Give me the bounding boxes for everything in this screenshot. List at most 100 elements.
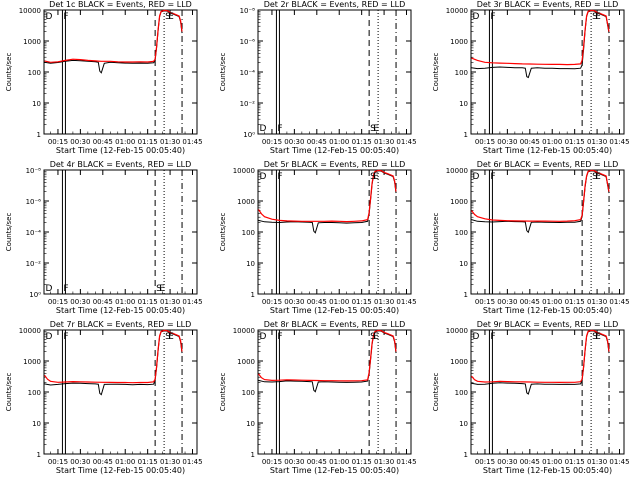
x-axis-label: Start Time (12-Feb-15 00:05:40) [56, 306, 185, 315]
x-tick-label: 01:45 [609, 138, 629, 146]
x-tick-label: 00:30 [284, 298, 304, 306]
x-tick-label: 01:00 [329, 138, 349, 146]
series-line [471, 329, 610, 384]
panel-3: Det 3r BLACK = Events, RED = LLD 1 10 100 10… [432, 0, 630, 155]
plot-frame [257, 169, 412, 295]
x-tick-label: 01:15 [138, 298, 158, 306]
y-tick-label: 1 [251, 451, 255, 459]
y-tick-label: 1 [37, 451, 41, 459]
marker-label: F [490, 172, 495, 182]
x-tick-label: 00:45 [307, 458, 327, 466]
series-line [258, 329, 397, 382]
y-tick-label: 1 [251, 291, 255, 299]
x-tick-label: 00:15 [475, 138, 495, 146]
y-tick-label: 1000 [237, 358, 255, 366]
y-tick-label: 10⁻⁴ [26, 229, 42, 237]
x-tick-label: 01:15 [565, 298, 585, 306]
marker-label: E [159, 284, 165, 294]
y-axis-label: Counts/sec [5, 213, 13, 252]
x-tick-label: 01:00 [329, 458, 349, 466]
x-axis-label: Start Time (12-Feb-15 00:05:40) [270, 146, 399, 155]
chart-title: Det 6r BLACK = Events, RED = LLD [477, 160, 619, 169]
panel-7: Det 7r BLACK = Events, RED = LLD 1 10 100 10… [5, 320, 203, 475]
x-tick-label: 01:30 [160, 298, 180, 306]
x-tick-label: 00:45 [93, 298, 113, 306]
series-line [471, 169, 610, 222]
x-tick-label: 01:45 [396, 458, 416, 466]
y-axis-label: Counts/sec [219, 53, 227, 92]
y-axis-label: Counts/sec [5, 53, 13, 92]
series-line [44, 9, 183, 63]
x-tick-label: 00:30 [497, 298, 517, 306]
chart-title: Det 7r BLACK = Events, RED = LLD [50, 320, 192, 329]
y-tick-label: 10000 [233, 167, 255, 175]
x-tick-label: 00:15 [262, 298, 282, 306]
series-line [258, 169, 397, 223]
marker-label: S [156, 284, 162, 294]
x-tick-label: 01:15 [565, 138, 585, 146]
chart-title: Det 4r BLACK = Events, RED = LLD [50, 160, 192, 169]
marker-label: D [472, 12, 479, 22]
plot-frame [43, 9, 198, 135]
x-tick-label: 01:15 [138, 458, 158, 466]
y-tick-label: 100 [28, 69, 41, 77]
x-tick-label: 01:15 [138, 138, 158, 146]
marker-label: E [373, 172, 379, 182]
x-tick-label: 01:00 [115, 458, 135, 466]
x-tick-label: 01:30 [160, 138, 180, 146]
chart-title: Det 1c BLACK = Events, RED = LLD [49, 0, 192, 9]
marker-label: E [373, 332, 379, 342]
x-tick-label: 01:00 [115, 298, 135, 306]
y-axis-label: Counts/sec [432, 213, 440, 252]
plot-frame [470, 169, 625, 295]
y-tick-label: 10 [32, 420, 41, 428]
y-tick-label: 10 [32, 100, 41, 108]
y-tick-label: 1000 [450, 358, 468, 366]
x-tick-label: 00:15 [48, 298, 68, 306]
x-tick-label: 01:45 [182, 298, 202, 306]
marker-label: E [168, 12, 174, 22]
y-tick-label: 10⁻⁶ [240, 38, 256, 46]
chart-title: Det 2r BLACK = Events, RED = LLD [264, 0, 406, 9]
marker-label: E [595, 332, 601, 342]
y-tick-label: 10 [246, 260, 255, 268]
marker-label: D [259, 124, 266, 134]
y-tick-label: 10⁻⁸ [240, 7, 256, 15]
x-tick-label: 00:30 [497, 138, 517, 146]
marker-label: D [45, 12, 52, 22]
y-tick-label: 10000 [19, 327, 41, 335]
marker-label: F [63, 332, 68, 342]
x-tick-label: 00:30 [284, 458, 304, 466]
x-tick-label: 01:00 [542, 458, 562, 466]
y-tick-label: 100 [28, 389, 41, 397]
y-tick-label: 1000 [450, 38, 468, 46]
y-axis-label: Counts/sec [432, 373, 440, 412]
x-tick-label: 01:15 [352, 138, 372, 146]
y-tick-label: 1 [37, 131, 41, 139]
marker-label: E [595, 12, 601, 22]
y-tick-label: 10 [459, 260, 468, 268]
y-tick-label: 100 [455, 389, 468, 397]
marker-label: D [259, 332, 266, 342]
marker-label: E [595, 172, 601, 182]
x-tick-label: 00:45 [520, 298, 540, 306]
x-tick-label: 00:30 [284, 138, 304, 146]
x-tick-label: 00:45 [93, 138, 113, 146]
y-tick-label: 10⁻⁸ [26, 167, 42, 175]
x-tick-label: 01:45 [609, 298, 629, 306]
marker-label: D [472, 172, 479, 182]
x-axis-label: Start Time (12-Feb-15 00:05:40) [270, 466, 399, 475]
x-tick-label: 00:15 [262, 138, 282, 146]
x-tick-label: 01:45 [396, 298, 416, 306]
x-tick-label: 01:30 [374, 138, 394, 146]
y-axis-label: Counts/sec [432, 53, 440, 92]
y-tick-label: 100 [242, 389, 255, 397]
x-tick-label: 00:15 [475, 298, 495, 306]
plot-frame [257, 329, 412, 455]
plot-frame [470, 9, 625, 135]
panel-4: Det 4r BLACK = Events, RED = LLD 10⁰ 10⁻² 1… [5, 160, 203, 315]
chart-title: Det 9r BLACK = Events, RED = LLD [477, 320, 619, 329]
y-tick-label: 10⁰ [243, 131, 255, 139]
y-axis-label: Counts/sec [219, 373, 227, 412]
marker-label: S [592, 332, 598, 342]
